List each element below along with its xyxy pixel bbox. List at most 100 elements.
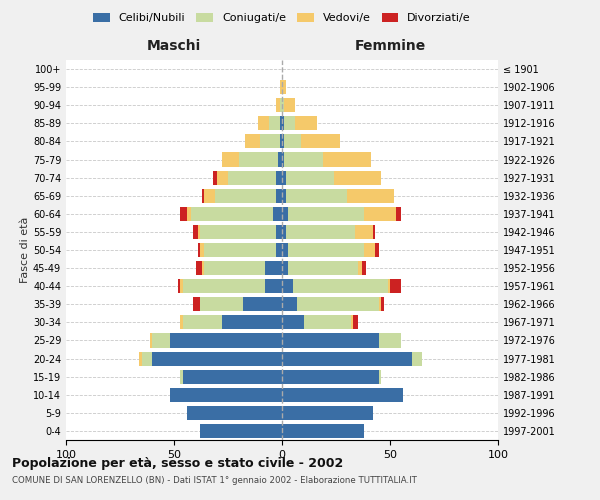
Bar <box>170 334 282 347</box>
Bar <box>284 98 295 112</box>
Bar <box>282 207 289 221</box>
Bar <box>282 80 286 94</box>
Bar <box>217 170 228 184</box>
Bar <box>282 388 403 402</box>
Bar <box>196 261 202 275</box>
Bar <box>239 152 278 166</box>
Text: Maschi: Maschi <box>147 38 201 52</box>
Bar <box>274 207 282 221</box>
Bar <box>323 152 371 166</box>
Bar <box>215 188 275 203</box>
Text: Popolazione per età, sesso e stato civile - 2002: Popolazione per età, sesso e stato civil… <box>12 458 343 470</box>
Bar <box>375 243 379 257</box>
Bar <box>200 297 243 312</box>
Bar <box>280 116 282 130</box>
Bar <box>282 370 379 384</box>
Bar <box>289 243 364 257</box>
Bar <box>228 170 275 184</box>
Bar <box>280 98 282 112</box>
Text: COMUNE DI SAN LORENZELLO (BN) - Dati ISTAT 1° gennaio 2002 - Elaborazione TUTTIT: COMUNE DI SAN LORENZELLO (BN) - Dati IST… <box>12 476 417 485</box>
Bar <box>286 170 334 184</box>
Bar <box>364 243 375 257</box>
Bar <box>282 352 412 366</box>
Bar <box>282 188 286 203</box>
Bar <box>275 188 282 203</box>
Bar <box>191 207 274 221</box>
Bar <box>282 170 286 184</box>
Bar <box>187 406 282 420</box>
Bar <box>182 279 265 293</box>
Bar <box>187 207 191 221</box>
Bar <box>221 152 239 166</box>
Bar <box>358 261 362 275</box>
Bar <box>221 316 282 330</box>
Bar <box>397 207 401 221</box>
Bar <box>282 261 289 275</box>
Text: Femmine: Femmine <box>355 38 425 52</box>
Bar <box>284 152 323 166</box>
Bar <box>282 243 289 257</box>
Bar <box>260 134 280 148</box>
Bar <box>347 188 394 203</box>
Bar <box>362 261 366 275</box>
Bar <box>289 207 364 221</box>
Bar <box>284 116 295 130</box>
Bar <box>282 334 379 347</box>
Bar <box>202 188 204 203</box>
Bar <box>193 297 200 312</box>
Bar <box>278 152 282 166</box>
Bar <box>282 424 364 438</box>
Bar <box>181 207 187 221</box>
Bar <box>275 98 280 112</box>
Bar <box>204 188 215 203</box>
Bar <box>282 152 284 166</box>
Bar <box>282 225 286 239</box>
Bar <box>286 225 355 239</box>
Bar <box>293 279 388 293</box>
Bar <box>204 261 265 275</box>
Bar <box>295 116 317 130</box>
Bar <box>152 352 282 366</box>
Bar <box>245 134 260 148</box>
Bar <box>282 297 297 312</box>
Bar <box>379 370 382 384</box>
Bar <box>142 352 152 366</box>
Bar <box>282 279 293 293</box>
Bar <box>178 279 181 293</box>
Bar <box>200 225 275 239</box>
Y-axis label: Fasce di età: Fasce di età <box>20 217 30 283</box>
Bar <box>200 243 204 257</box>
Bar <box>282 116 284 130</box>
Bar <box>182 316 221 330</box>
Legend: Celibi/Nubili, Coniugati/e, Vedovi/e, Divorziati/e: Celibi/Nubili, Coniugati/e, Vedovi/e, Di… <box>89 8 475 28</box>
Bar <box>170 388 282 402</box>
Bar <box>282 98 284 112</box>
Bar <box>152 334 170 347</box>
Bar <box>353 316 358 330</box>
Bar <box>301 134 340 148</box>
Bar <box>351 316 353 330</box>
Bar <box>275 170 282 184</box>
Bar <box>334 170 382 184</box>
Bar <box>355 225 373 239</box>
Bar <box>282 316 304 330</box>
Bar <box>269 116 280 130</box>
Bar <box>181 316 182 330</box>
Bar <box>286 188 347 203</box>
Bar <box>200 424 282 438</box>
Bar <box>243 297 282 312</box>
Bar <box>289 261 358 275</box>
Bar <box>181 279 182 293</box>
Bar <box>265 261 282 275</box>
Bar <box>275 243 282 257</box>
Bar <box>282 134 284 148</box>
Bar <box>202 261 204 275</box>
Bar <box>284 134 301 148</box>
Bar <box>213 170 217 184</box>
Bar <box>198 243 200 257</box>
Bar <box>258 116 269 130</box>
Bar <box>280 134 282 148</box>
Bar <box>382 297 383 312</box>
Bar <box>379 334 401 347</box>
Bar <box>297 297 379 312</box>
